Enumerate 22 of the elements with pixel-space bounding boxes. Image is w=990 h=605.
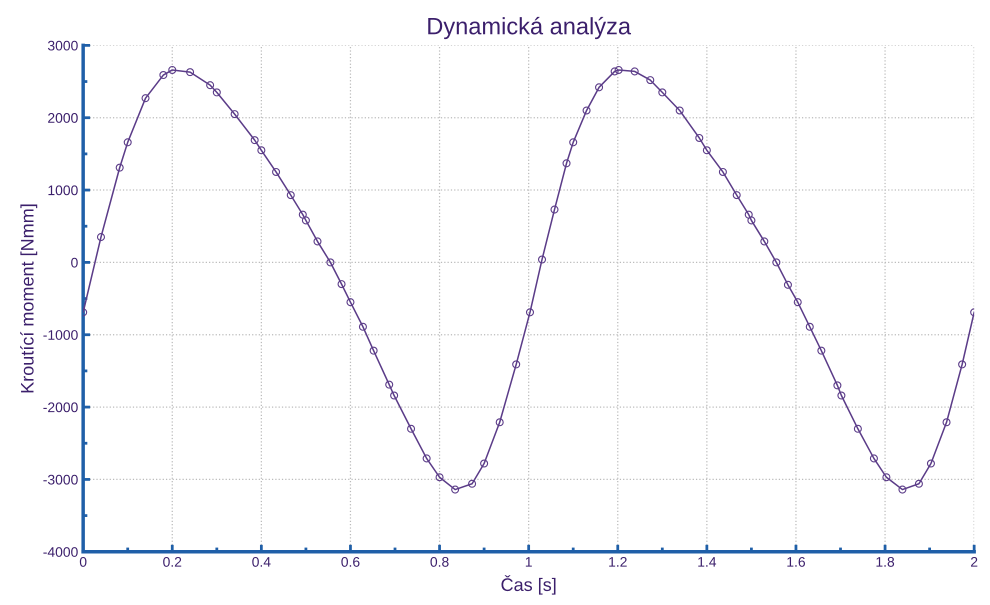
y-tick-label: 0	[71, 258, 78, 268]
y-tick-label: -1000	[43, 330, 78, 340]
x-tick-label: 0	[80, 556, 86, 567]
x-tick-label: 0.6	[341, 556, 360, 567]
x-tick-label: 0.2	[163, 556, 182, 567]
x-tick-label: 1.4	[698, 557, 716, 567]
y-tick-label: 1000	[48, 185, 78, 196]
x-axis-title: Čas [s]	[501, 575, 556, 595]
x-tick-label: 0.4	[252, 556, 271, 567]
y-tick-label: -4000	[43, 547, 78, 557]
x-tick-label: 1.6	[787, 556, 806, 567]
y-axis-title: Kroutící moment [Nmm]	[20, 204, 38, 392]
x-tick-label: 0.8	[430, 556, 449, 567]
y-tick-label: -3000	[43, 474, 78, 485]
x-tick-label: 1.8	[876, 556, 894, 567]
y-tick-label: -2000	[43, 402, 78, 412]
x-tick-label: 1.2	[609, 556, 627, 567]
y-tick-label: 3000	[48, 40, 78, 51]
x-tick-label: 2	[970, 556, 978, 567]
x-tick-label: 1	[526, 557, 532, 567]
y-tick-label: 2000	[48, 113, 78, 123]
chart-title: Dynamická analýza	[428, 16, 632, 40]
